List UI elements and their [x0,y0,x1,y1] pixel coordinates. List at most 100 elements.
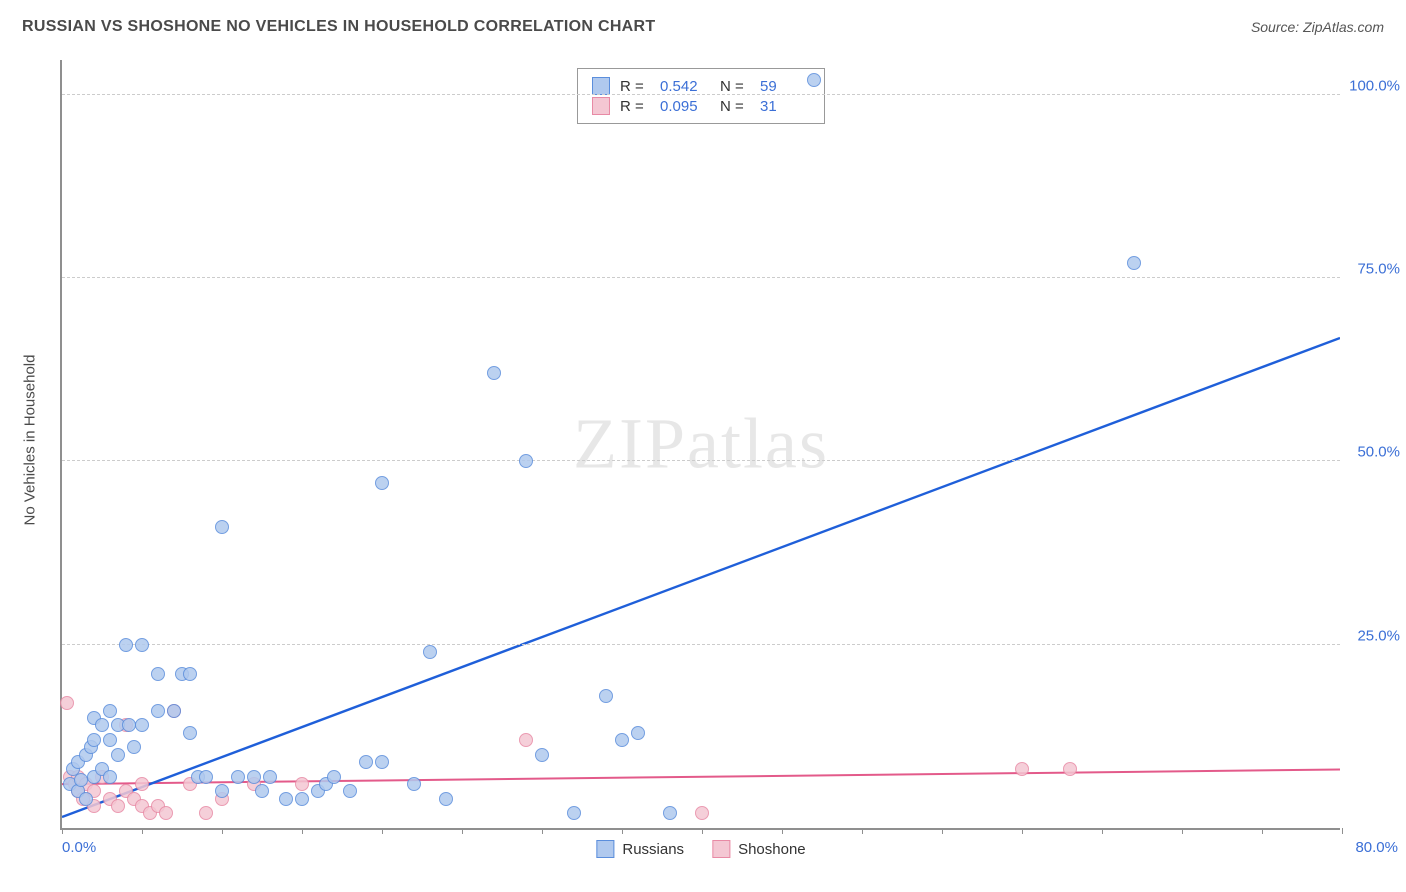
n-value-russians: 59 [760,78,810,95]
data-point-russians [807,73,821,87]
data-point-russians [119,638,133,652]
data-point-shoshone [695,806,709,820]
n-value-shoshone: 31 [760,98,810,115]
x-tick [222,828,223,834]
data-point-russians [567,806,581,820]
x-tick [542,828,543,834]
data-point-russians [535,748,549,762]
y-tick-label: 50.0% [1345,444,1400,461]
data-point-russians [95,718,109,732]
x-tick [942,828,943,834]
watermark: ZIPatlas [573,403,829,486]
data-point-russians [135,718,149,732]
chart-title: RUSSIAN VS SHOSHONE NO VEHICLES IN HOUSE… [22,18,655,36]
r-label: R = [620,98,650,115]
grid-line [62,94,1340,95]
x-tick [142,828,143,834]
chart-area: ZIPatlas R = 0.542 N = 59 R = 0.095 N = … [60,50,1340,820]
data-point-russians [1127,256,1141,270]
x-tick [782,828,783,834]
data-point-russians [215,520,229,534]
data-point-shoshone [159,806,173,820]
x-tick [462,828,463,834]
legend-item-shoshone: Shoshone [712,840,806,858]
data-point-russians [487,366,501,380]
data-point-russians [183,726,197,740]
swatch-russians [596,840,614,858]
source-attribution: Source: ZipAtlas.com [1251,19,1384,35]
grid-line [62,277,1340,278]
r-value-russians: 0.542 [660,78,710,95]
data-point-russians [439,792,453,806]
data-point-russians [407,777,421,791]
swatch-russians [592,77,610,95]
x-tick [1102,828,1103,834]
data-point-shoshone [199,806,213,820]
header: RUSSIAN VS SHOSHONE NO VEHICLES IN HOUSE… [22,18,1384,36]
data-point-russians [135,638,149,652]
x-axis-origin-label: 0.0% [62,839,96,856]
data-point-russians [327,770,341,784]
data-point-russians [215,784,229,798]
x-tick [702,828,703,834]
correlation-legend: R = 0.542 N = 59 R = 0.095 N = 31 [577,68,825,124]
data-point-russians [111,748,125,762]
legend-item-russians: Russians [596,840,684,858]
data-point-russians [519,454,533,468]
data-point-russians [167,704,181,718]
data-point-russians [231,770,245,784]
data-point-shoshone [519,733,533,747]
y-tick-label: 25.0% [1345,627,1400,644]
series-legend: Russians Shoshone [596,840,805,858]
n-label: N = [720,78,750,95]
trend-line [62,338,1340,817]
data-point-russians [359,755,373,769]
data-point-russians [375,476,389,490]
data-point-russians [127,740,141,754]
data-point-shoshone [1015,762,1029,776]
data-point-russians [199,770,213,784]
data-point-russians [631,726,645,740]
n-label: N = [720,98,750,115]
data-point-russians [615,733,629,747]
y-axis-label: No Vehicles in Household [22,355,39,526]
x-tick [622,828,623,834]
legend-label-russians: Russians [622,841,684,858]
legend-row-russians: R = 0.542 N = 59 [592,77,810,95]
data-point-russians [663,806,677,820]
data-point-russians [151,704,165,718]
data-point-russians [79,792,93,806]
trend-lines [62,60,1340,828]
swatch-shoshone [712,840,730,858]
data-point-russians [255,784,269,798]
data-point-russians [183,667,197,681]
data-point-russians [375,755,389,769]
grid-line [62,644,1340,645]
y-tick-label: 100.0% [1345,77,1400,94]
data-point-russians [87,733,101,747]
x-tick [862,828,863,834]
r-value-shoshone: 0.095 [660,98,710,115]
r-label: R = [620,78,650,95]
swatch-shoshone [592,97,610,115]
source-prefix: Source: [1251,19,1303,35]
data-point-shoshone [135,777,149,791]
data-point-shoshone [60,696,74,710]
data-point-russians [263,770,277,784]
scatter-plot: ZIPatlas R = 0.542 N = 59 R = 0.095 N = … [60,60,1340,830]
x-tick [1342,828,1343,834]
source-link[interactable]: ZipAtlas.com [1303,19,1384,35]
x-tick [302,828,303,834]
data-point-shoshone [1063,762,1077,776]
x-tick [382,828,383,834]
data-point-russians [343,784,357,798]
y-tick-label: 75.0% [1345,261,1400,278]
legend-row-shoshone: R = 0.095 N = 31 [592,97,810,115]
data-point-russians [103,733,117,747]
x-tick [1262,828,1263,834]
data-point-russians [151,667,165,681]
data-point-russians [423,645,437,659]
x-tick [1182,828,1183,834]
data-point-russians [599,689,613,703]
legend-label-shoshone: Shoshone [738,841,806,858]
